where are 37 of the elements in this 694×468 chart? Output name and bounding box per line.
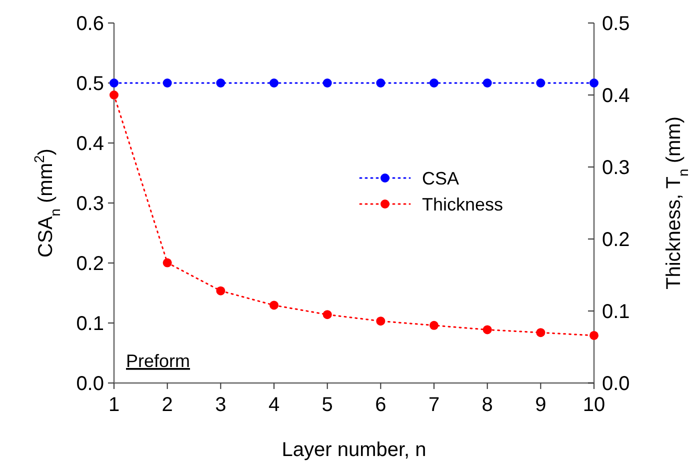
point <box>482 325 492 334</box>
point <box>590 330 598 340</box>
point <box>216 286 226 296</box>
y2-tick-label: 0.3 <box>602 157 630 179</box>
x-tick-label: 10 <box>582 394 606 416</box>
x-tick-label: 8 <box>482 394 493 416</box>
y2-tick-label: 0.1 <box>602 301 630 323</box>
legend-label: CSA <box>422 168 460 188</box>
y-tick-label: 0.1 <box>76 313 104 335</box>
x-tick-label: 1 <box>108 394 120 416</box>
y2-tick-label: 0.4 <box>602 85 630 107</box>
y-tick-label: 0.6 <box>76 13 104 35</box>
point <box>376 316 386 326</box>
x-axis-title: Layer number, n <box>282 439 426 461</box>
y-tick-label: 0.0 <box>76 373 104 395</box>
y2-tick-label: 0.2 <box>602 229 630 251</box>
x-tick-label: 4 <box>268 394 280 416</box>
point <box>322 310 332 320</box>
y2-tick-label: 0.5 <box>602 13 630 35</box>
point <box>110 90 118 100</box>
y-tick-label: 0.4 <box>76 133 104 155</box>
y2-tick-label: 0.0 <box>602 373 630 395</box>
x-tick-label: 2 <box>162 394 173 416</box>
point <box>270 300 278 310</box>
x-tick-label: 3 <box>215 394 226 416</box>
x-tick-label: 5 <box>322 394 333 416</box>
y-tick-label: 0.5 <box>76 73 104 95</box>
point <box>536 328 546 338</box>
y-tick-label: 0.2 <box>76 253 104 275</box>
y-tick-label: 0.3 <box>76 193 104 215</box>
x-tick-label: 6 <box>375 394 386 416</box>
point <box>162 258 172 268</box>
x-tick-label: 9 <box>535 394 546 416</box>
annotation: Preform <box>126 351 190 371</box>
x-tick-label: 7 <box>428 394 440 416</box>
legend-label: Thickness <box>422 194 504 214</box>
point <box>430 320 438 330</box>
